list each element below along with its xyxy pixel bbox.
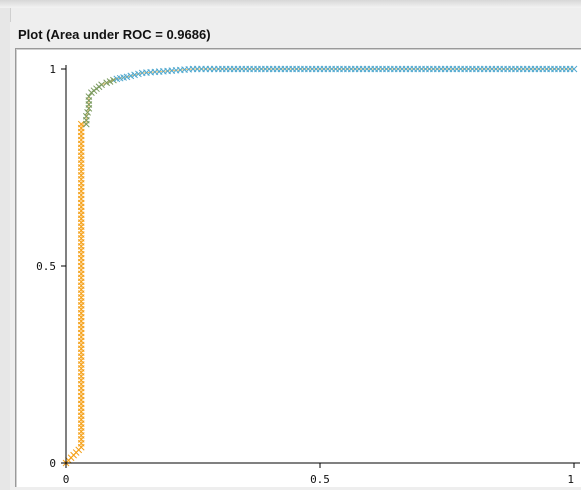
- roc-point-marker: [98, 81, 105, 89]
- roc-point-marker: [77, 120, 85, 128]
- roc-point-stroke: [127, 72, 135, 80]
- x-tick-label: 0: [63, 473, 70, 486]
- panel-title: Plot (Area under ROC = 0.9686): [18, 27, 211, 42]
- roc-point-marker: [131, 71, 138, 79]
- y-tick-label: 0: [49, 457, 56, 470]
- x-tick-label: 1: [567, 473, 574, 486]
- roc-chart: 0 0.5 1 0 0.5 1: [36, 63, 580, 486]
- chart-marks: [62, 65, 578, 467]
- roc-point-stroke: [84, 108, 91, 116]
- roc-point-marker: [84, 108, 91, 116]
- roc-point-marker: [123, 73, 131, 81]
- y-tick-label: 1: [49, 63, 56, 76]
- roc-point-marker: [82, 112, 90, 120]
- y-tick-label: 0.5: [36, 260, 56, 273]
- roc-point-marker: [570, 65, 578, 73]
- plot-area[interactable]: 0 0.5 1 0 0.5 1: [15, 48, 581, 487]
- roc-point-marker: [135, 70, 142, 78]
- roc-point-stroke: [85, 93, 93, 100]
- roc-point-stroke: [135, 70, 142, 78]
- roc-point-stroke: [77, 120, 85, 128]
- roc-point-stroke: [82, 112, 90, 120]
- roc-point-marker: [85, 93, 93, 100]
- roc-point-stroke: [570, 65, 578, 73]
- roc-plot-panel: Plot (Area under ROC = 0.9686) 0 0.5 1 0 0.5…: [10, 22, 581, 490]
- roc-point-stroke: [123, 73, 131, 81]
- roc-point-stroke: [98, 81, 105, 89]
- x-tick-label: 0.5: [310, 473, 330, 486]
- chart-ticks: 0 0.5 1 0 0.5 1: [36, 63, 575, 486]
- roc-point-marker: [127, 72, 135, 80]
- roc-point-stroke: [131, 71, 138, 79]
- window-top-strip: [0, 0, 581, 8]
- chart-axes: [65, 65, 580, 464]
- roc-curve-line: [65, 68, 574, 464]
